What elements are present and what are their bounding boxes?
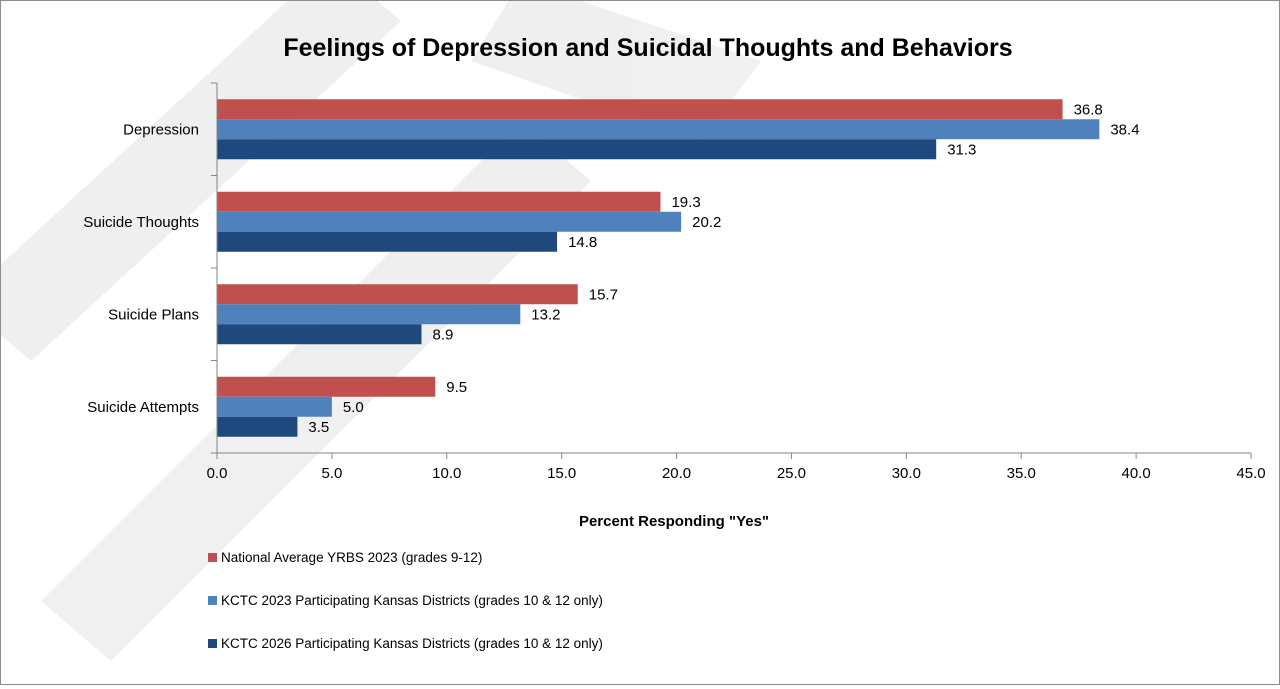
legend-label: KCTC 2026 Participating Kansas Districts… xyxy=(221,636,603,651)
data-label: 15.7 xyxy=(589,286,618,303)
x-tick-label: 30.0 xyxy=(892,465,921,482)
chart-title: Feelings of Depression and Suicidal Thou… xyxy=(283,34,1012,62)
bar xyxy=(217,416,298,437)
bar xyxy=(217,211,682,232)
data-label: 9.5 xyxy=(446,379,467,396)
data-label: 19.3 xyxy=(671,194,700,211)
x-tick-label: 40.0 xyxy=(1122,465,1151,482)
data-label: 14.8 xyxy=(568,234,597,251)
data-label: 31.3 xyxy=(947,141,976,158)
bar xyxy=(217,284,578,305)
x-tick-label: 5.0 xyxy=(321,465,342,482)
x-tick-label: 10.0 xyxy=(432,465,461,482)
x-tick-label: 20.0 xyxy=(662,465,691,482)
data-label: 3.5 xyxy=(308,419,329,436)
x-tick-label: 35.0 xyxy=(1007,465,1036,482)
bar xyxy=(217,231,558,252)
category-label: Suicide Attempts xyxy=(87,399,199,416)
x-axis-title: Percent Responding "Yes" xyxy=(579,513,769,530)
data-label: 38.4 xyxy=(1110,121,1139,138)
legend-label: KCTC 2023 Participating Kansas Districts… xyxy=(221,593,603,608)
category-label: Suicide Plans xyxy=(108,306,199,323)
legend: National Average YRBS 2023 (grades 9-12)… xyxy=(208,550,603,651)
data-label: 13.2 xyxy=(531,306,560,323)
bar xyxy=(217,191,661,212)
data-label: 8.9 xyxy=(433,326,454,343)
data-label: 36.8 xyxy=(1074,101,1103,118)
legend-swatch xyxy=(208,553,217,562)
category-label: Suicide Thoughts xyxy=(83,214,199,231)
x-tick-label: 15.0 xyxy=(547,465,576,482)
category-label: Depression xyxy=(123,121,199,138)
plot-area: 36.8 38.4 31.3 Depression 19.3 20.2 14.8 Suicid… xyxy=(83,82,1266,482)
x-tick-label: 25.0 xyxy=(777,465,806,482)
bar xyxy=(217,119,1100,140)
bar xyxy=(217,99,1063,120)
data-label: 20.2 xyxy=(692,214,721,231)
bar xyxy=(217,139,937,160)
legend-swatch xyxy=(208,639,217,648)
bar xyxy=(217,396,332,417)
x-tick-label: 0.0 xyxy=(207,465,228,482)
legend-swatch xyxy=(208,596,217,605)
data-label: 5.0 xyxy=(343,399,364,416)
legend-label: National Average YRBS 2023 (grades 9-12) xyxy=(221,550,482,565)
x-tick-label: 45.0 xyxy=(1236,465,1265,482)
bar xyxy=(217,324,422,345)
bar xyxy=(217,376,436,397)
bar xyxy=(217,304,521,325)
